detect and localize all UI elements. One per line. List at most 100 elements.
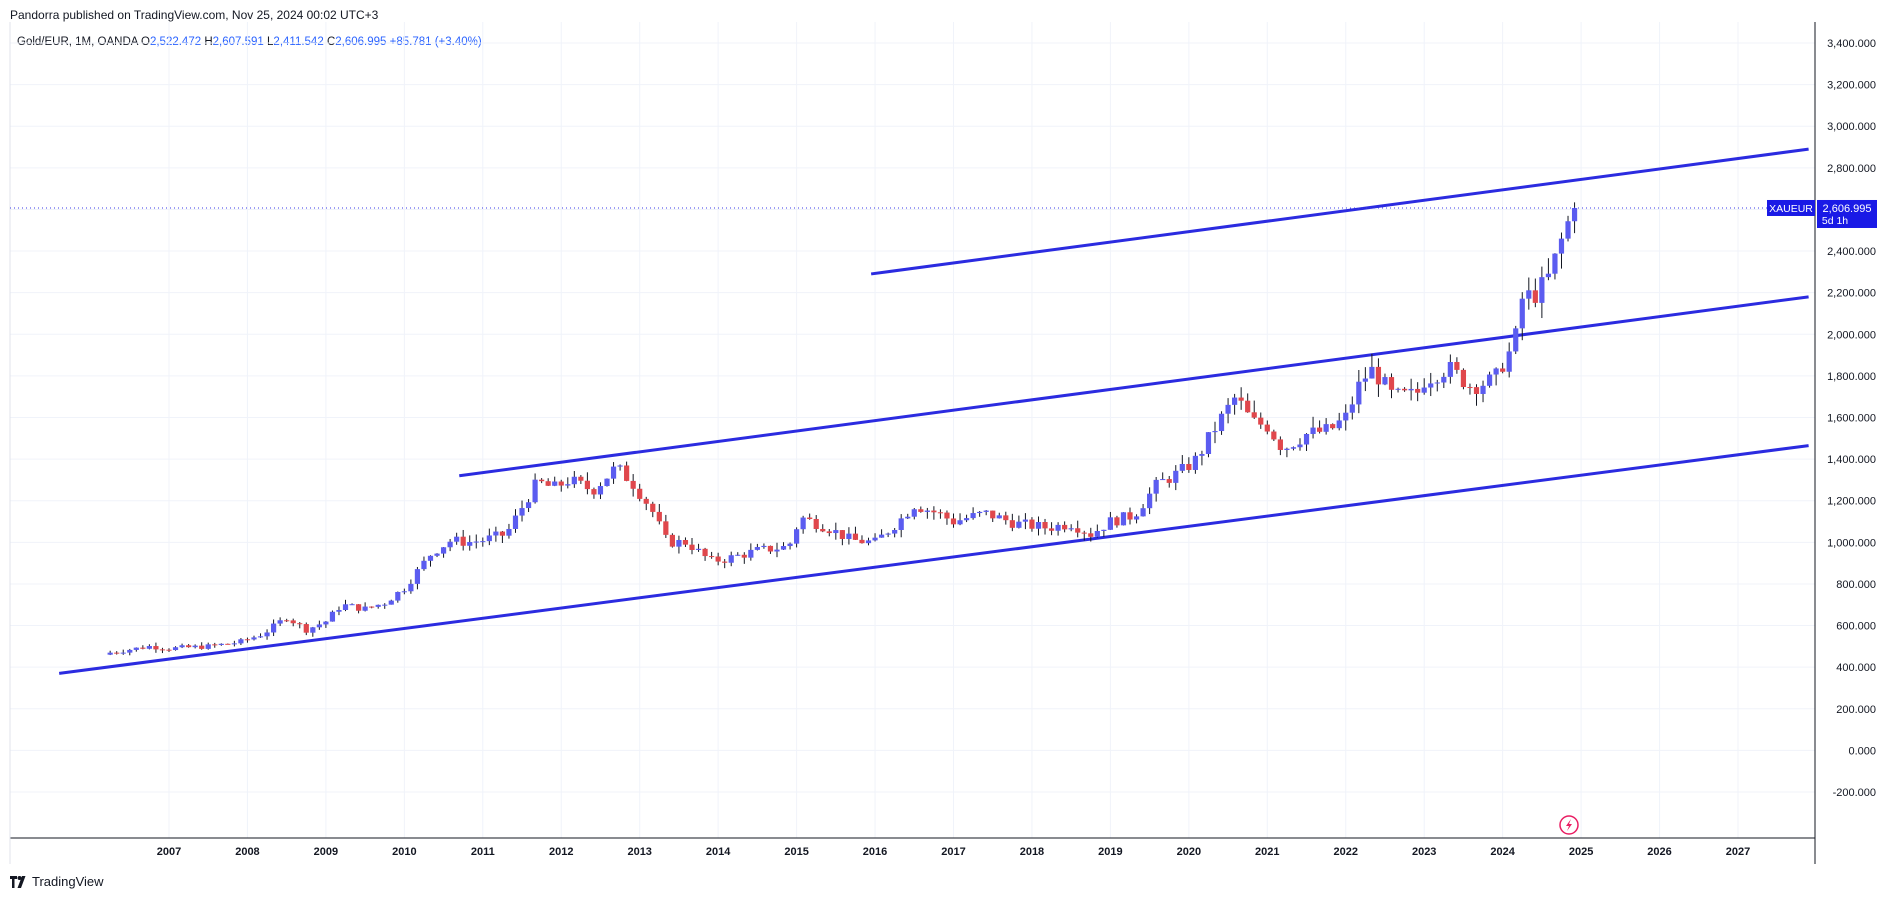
- candle-up: [1192, 455, 1198, 470]
- candle-down: [558, 481, 564, 486]
- candle-down: [944, 512, 950, 519]
- ticker-badge: [1767, 199, 1815, 216]
- candle-down: [1062, 524, 1068, 530]
- candle-up: [506, 528, 512, 536]
- candle-up: [519, 508, 525, 516]
- candle-down: [1277, 439, 1283, 450]
- candle-down: [715, 556, 721, 562]
- candle-up: [342, 604, 349, 610]
- candle-down: [918, 509, 924, 512]
- replay-icon: [1559, 815, 1579, 835]
- candle-up: [525, 502, 532, 509]
- candle-up: [748, 549, 754, 558]
- candle-down: [1454, 362, 1460, 370]
- candle-down: [1401, 388, 1408, 391]
- tradingview-brand[interactable]: TradingView: [10, 874, 104, 889]
- candle-up: [1179, 464, 1185, 471]
- candle-down: [990, 510, 996, 519]
- high-label: H: [204, 36, 213, 48]
- candle-up: [382, 604, 388, 606]
- candle-down: [244, 639, 251, 641]
- candle-up: [1147, 493, 1153, 509]
- candle-up: [264, 632, 270, 637]
- ticker-label: XAUEUR: [1769, 203, 1813, 215]
- candle-up: [1539, 277, 1545, 303]
- candles: [107, 202, 1578, 656]
- candle-down: [663, 521, 669, 535]
- candle-down: [950, 518, 957, 525]
- candle-up: [1349, 404, 1355, 413]
- candle-up: [231, 643, 237, 645]
- candle-up: [172, 647, 179, 651]
- x-tick-label: 2010: [392, 846, 416, 858]
- candle-up: [1369, 366, 1375, 379]
- y-tick-label: 400.000: [1836, 662, 1876, 674]
- candle-up: [486, 535, 492, 542]
- candle-down: [813, 518, 819, 529]
- x-tick-label: 2014: [706, 846, 731, 858]
- candle-up: [1441, 376, 1447, 383]
- x-tick-label: 2007: [157, 846, 181, 858]
- candle-up: [323, 621, 329, 625]
- candle-down: [159, 649, 166, 651]
- candle-up: [1323, 424, 1329, 432]
- candle-down: [624, 465, 630, 481]
- candle-down: [1245, 400, 1251, 413]
- candle-down: [1088, 533, 1094, 537]
- candle-up: [885, 533, 891, 535]
- y-tick-label: 2,400.000: [1827, 246, 1876, 258]
- candle-down: [140, 647, 146, 649]
- candle-down: [1127, 512, 1133, 520]
- candle-down: [807, 517, 813, 519]
- candle-up: [395, 591, 401, 601]
- replay-icon-bolt: [1566, 819, 1572, 831]
- candle-up: [133, 647, 139, 650]
- price-badge-box: [1817, 199, 1877, 228]
- candle-up: [192, 645, 198, 648]
- trendline: [459, 295, 1809, 478]
- replay-icon-ring: [1559, 815, 1579, 835]
- candle-up: [532, 479, 538, 503]
- candle-down: [225, 643, 231, 645]
- candle-up: [1558, 238, 1565, 254]
- candle-up: [1356, 381, 1362, 405]
- candle-down: [212, 644, 218, 646]
- candle-up: [1545, 273, 1552, 278]
- publisher-line: Pandorra published on TradingView.com, N…: [10, 8, 379, 22]
- candle-down: [1075, 528, 1081, 533]
- candle-up: [833, 530, 839, 534]
- candle-up: [414, 569, 421, 584]
- candle-up: [610, 466, 617, 479]
- candle-down: [722, 561, 728, 563]
- candle-down: [702, 548, 708, 557]
- candle-down: [689, 544, 695, 550]
- y-tick-label: 1,400.000: [1827, 454, 1876, 466]
- y-tick-label: -200.000: [1833, 787, 1876, 799]
- candle-up: [1232, 397, 1238, 405]
- x-tick-label: 2009: [314, 846, 338, 858]
- x-tick-label: 2018: [1020, 846, 1044, 858]
- candle-up: [1447, 362, 1453, 377]
- y-tick-label: 3,000.000: [1827, 121, 1876, 133]
- x-tick-label: 2011: [471, 846, 495, 858]
- high-value: 2,607.591: [212, 36, 264, 48]
- low-value: 2,411.542: [273, 36, 324, 48]
- candle-down: [1467, 387, 1473, 389]
- open-label: O: [141, 36, 150, 48]
- candle-up: [1068, 528, 1074, 530]
- candle-down: [852, 533, 859, 540]
- candle-up: [1506, 351, 1512, 372]
- price-label: 2,606.995: [1823, 203, 1872, 215]
- change-value: +85.781 (+3.40%): [389, 36, 482, 48]
- x-tick-label: 2024: [1490, 846, 1515, 858]
- candle-up: [963, 518, 970, 521]
- x-tick-label: 2012: [549, 846, 573, 858]
- candle-down: [1042, 522, 1048, 529]
- candle-up: [1434, 382, 1440, 384]
- candle-up: [754, 547, 760, 550]
- candle-down: [820, 528, 826, 532]
- candle-down: [1264, 424, 1270, 432]
- open-value: 2,522.472: [149, 36, 202, 48]
- y-tick-label: 3,400.000: [1827, 38, 1876, 50]
